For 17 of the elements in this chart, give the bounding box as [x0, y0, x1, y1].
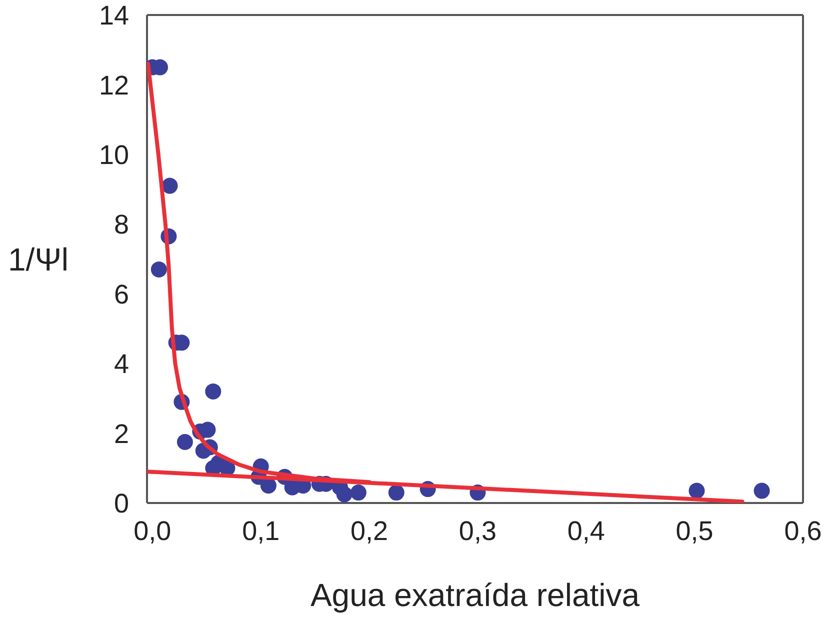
y-tick-label: 8	[114, 210, 129, 240]
y-tick-label: 10	[98, 140, 129, 170]
y-tick-label: 0	[114, 488, 129, 519]
x-tick-label: 0,6	[784, 516, 822, 546]
x-tick-label: 0,2	[350, 516, 388, 546]
x-axis-title: Agua exatraída relativa	[310, 577, 640, 613]
x-tick-label: 0,0	[134, 516, 172, 546]
y-tick-label: 12	[98, 70, 129, 100]
x-tick-label: 0,1	[242, 516, 280, 546]
x-tick-label: 0,3	[458, 516, 496, 546]
y-tick-label: 2	[114, 418, 129, 449]
x-tick-label: 0,4	[567, 516, 605, 546]
x-tick-label: 0,5	[676, 516, 714, 546]
y-tick-label: 14	[98, 0, 129, 31]
y-axis-title: 1/Ψl	[8, 241, 69, 278]
y-tick-label: 4	[114, 349, 129, 380]
y-tick-label: 6	[114, 279, 129, 310]
